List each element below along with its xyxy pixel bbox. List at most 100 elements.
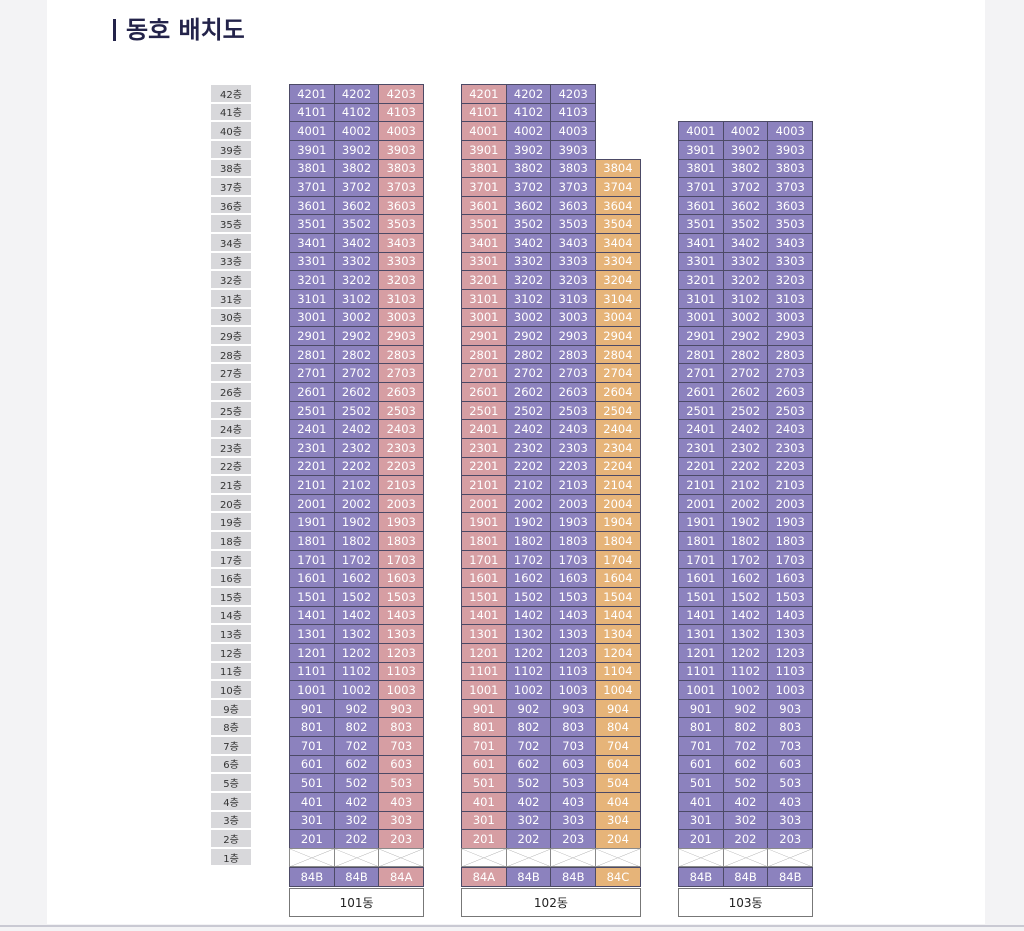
floor-label: 33층: [211, 252, 251, 270]
floor-label: 16층: [211, 569, 251, 586]
unit-cell: 901: [289, 698, 335, 719]
floor-label: 4층: [211, 792, 251, 810]
unit-cell: 503: [767, 773, 814, 793]
unit-cell: 3602: [333, 195, 380, 216]
unit-cell: 3402: [333, 233, 380, 253]
floor-label: 10층: [211, 681, 251, 698]
unit-cell: 4202: [505, 84, 552, 104]
unit-cell: 401: [678, 791, 724, 812]
unit-cell: 201: [678, 829, 724, 849]
unit-cell: 1903: [767, 512, 814, 533]
unit-cell: 3302: [333, 251, 380, 272]
unit-cell: 4001: [461, 121, 507, 141]
unit-cell: 2601: [289, 382, 335, 402]
unit-cell: 2401: [289, 419, 335, 439]
unit-cell: 902: [505, 698, 552, 719]
unit-cell: 2201: [289, 456, 335, 477]
unit-cell: 1603: [378, 568, 425, 588]
unit-cell: 3203: [767, 270, 814, 290]
unit-cell: 2201: [678, 456, 724, 477]
unit-cell: 304: [595, 810, 641, 831]
unit-cell: 3601: [678, 195, 724, 216]
unit-cell: 801: [461, 717, 507, 738]
unit-cell: 3301: [289, 251, 335, 272]
unit-cell: 3303: [767, 251, 814, 272]
cross: [551, 848, 596, 867]
unit-cell: 1301: [461, 624, 507, 644]
unit-cell: 2901: [289, 326, 335, 346]
unit-cell: 2501: [289, 400, 335, 421]
unit-cell: 1901: [678, 512, 724, 533]
unit-cell: 1804: [595, 531, 641, 551]
unit-cell: 3701: [678, 177, 724, 197]
unit-cell: 1501: [461, 587, 507, 607]
unit-cell: 2103: [550, 475, 597, 495]
floor-label: 32층: [211, 271, 251, 288]
unit-cell: 4202: [333, 84, 380, 104]
unit-cell: 2302: [722, 437, 769, 458]
floor-label: 7층: [211, 737, 251, 754]
unit-cell: 1001: [678, 680, 724, 700]
unit-cell: 2803: [378, 344, 425, 365]
unit-cell: 503: [378, 773, 425, 793]
unit-cell: 602: [333, 754, 380, 775]
unit-cell: 603: [550, 754, 597, 775]
unit-cell: 203: [550, 829, 597, 849]
unit-cell: 403: [550, 791, 597, 812]
unit-cell: 2602: [722, 382, 769, 402]
unit-cell: 2004: [595, 493, 641, 514]
cross: [678, 848, 723, 867]
unit-cell: 1401: [678, 605, 724, 626]
unit-cell: 904: [595, 698, 641, 719]
unit-cell: 3803: [378, 158, 425, 179]
unit-cell: 4002: [333, 121, 380, 141]
unit-cell: 3203: [378, 270, 425, 290]
unit-cell: 2601: [461, 382, 507, 402]
unit-cell: 1601: [289, 568, 335, 588]
unit-cell: 3002: [722, 307, 769, 328]
unit-cell: 803: [550, 717, 597, 738]
unit-cell: 302: [722, 810, 769, 831]
unit-cell: 1002: [333, 680, 380, 700]
unit-cell: 804: [595, 717, 641, 738]
unit-cell: 3503: [550, 214, 597, 235]
unit-cell: 901: [461, 698, 507, 719]
unit-cell: 601: [289, 754, 335, 775]
pilotis-cell: [767, 847, 814, 868]
pilotis-cell: [722, 847, 769, 868]
unit-cell: 2603: [550, 382, 597, 402]
unit-cell: 3402: [505, 233, 552, 253]
unit-cell: 1302: [722, 624, 769, 644]
unit-cell: 2202: [505, 456, 552, 477]
unit-cell: 2301: [289, 437, 335, 458]
cross: [768, 848, 813, 867]
unit-cell: 1302: [333, 624, 380, 644]
unit-cell: 2301: [461, 437, 507, 458]
unit-cell: 901: [678, 698, 724, 719]
unit-cell: 3802: [722, 158, 769, 179]
unit-cell: 201: [461, 829, 507, 849]
unit-cell: 601: [461, 754, 507, 775]
unit-cell: 503: [550, 773, 597, 793]
unit-cell: 2302: [333, 437, 380, 458]
unit-cell: 1402: [505, 605, 552, 626]
unit-cell: 1103: [767, 661, 814, 682]
unit-cell: 801: [289, 717, 335, 738]
unit-cell: 602: [722, 754, 769, 775]
floor-label: 8층: [211, 718, 251, 736]
unit-cell: 2002: [505, 493, 552, 514]
unit-cell: 3202: [505, 270, 552, 290]
unit-cell: 1001: [289, 680, 335, 700]
unit-cell: 3701: [461, 177, 507, 197]
unit-cell: 2804: [595, 344, 641, 365]
unit-type: 84A: [461, 867, 507, 888]
unit-cell: 3102: [722, 288, 769, 309]
unit-cell: 3302: [505, 251, 552, 272]
floor-label: 14층: [211, 606, 251, 624]
floor-label: 34층: [211, 234, 251, 251]
unit-cell: 3001: [289, 307, 335, 328]
unit-cell: 702: [505, 736, 552, 756]
unit-cell: 3203: [550, 270, 597, 290]
unit-type: 84B: [505, 867, 552, 888]
unit-cell: 1501: [678, 587, 724, 607]
